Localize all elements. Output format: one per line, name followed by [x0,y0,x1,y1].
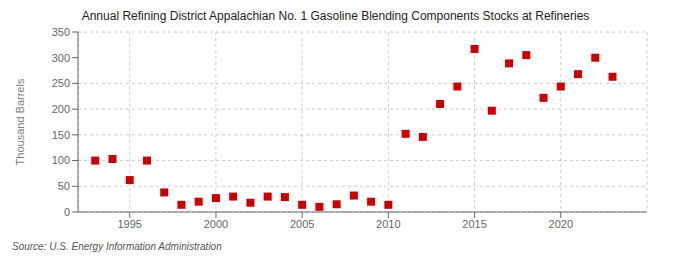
svg-text:250: 250 [52,77,70,89]
svg-text:2000: 2000 [204,218,228,230]
svg-text:50: 50 [58,180,70,192]
svg-text:300: 300 [52,52,70,64]
html-text:Source: U.S. Energy Informatio: Source: U.S. Energy Information Administ… [12,241,222,252]
svg-text:100: 100 [52,154,70,166]
svg-text:2020: 2020 [549,218,573,230]
svg-text:150: 150 [52,129,70,141]
html-text:Annual Refining District Appal: Annual Refining District Appalachian No.… [81,9,590,23]
svg-text:350: 350 [52,26,70,38]
svg-text:2015: 2015 [462,218,486,230]
svg-text:2010: 2010 [376,218,400,230]
svg-text:200: 200 [52,103,70,115]
svg-text:0: 0 [64,206,70,218]
svg-text:1995: 1995 [117,218,141,230]
svg-text:Thousand Barrels: Thousand Barrels [14,78,26,165]
svg-text:2005: 2005 [290,218,314,230]
